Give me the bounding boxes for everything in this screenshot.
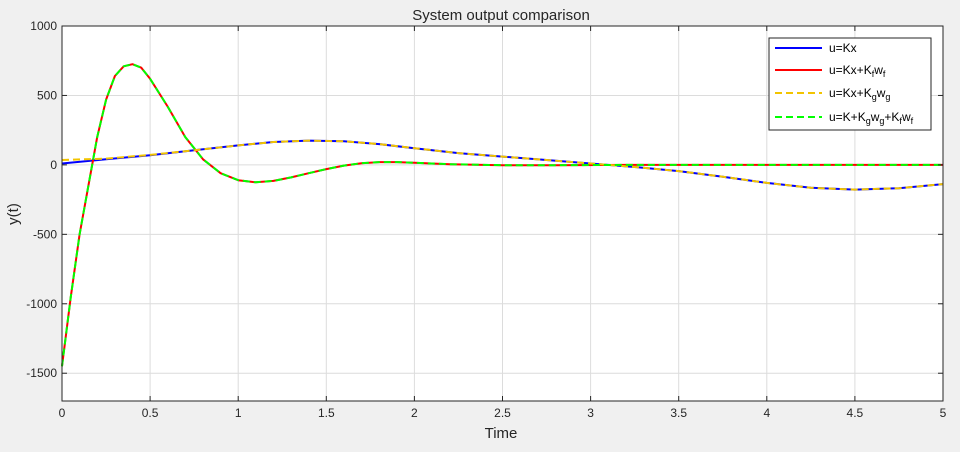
y-tick-label: 500 (37, 88, 57, 102)
x-tick-label: 0.5 (142, 406, 159, 420)
x-tick-label: 2 (411, 406, 418, 420)
legend-label-text: u=K+K (829, 110, 866, 124)
x-tick-label: 1.5 (318, 406, 335, 420)
y-tick-label: -500 (33, 227, 57, 241)
y-tick-label: 1000 (30, 19, 57, 33)
legend-label-1: u=Kx+Kfwf (829, 63, 886, 79)
legend-label-2: u=Kx+Kgwg (829, 86, 890, 102)
x-tick-label: 0 (59, 406, 66, 420)
legend-subscript: f (899, 116, 902, 126)
x-tick-label: 1 (235, 406, 242, 420)
legend-subscript: f (872, 69, 875, 79)
x-tick-label: 4.5 (847, 406, 864, 420)
legend-label-text: u=Kx+K (829, 86, 872, 100)
x-tick-label: 3.5 (670, 406, 687, 420)
legend-box (768, 37, 932, 131)
legend-subscript: w (876, 86, 886, 100)
legend-subscript: g (866, 116, 871, 126)
series-line-3 (61, 63, 943, 367)
y-tick-label: 0 (50, 158, 57, 172)
legend-subscript: w (870, 110, 880, 124)
x-tick-label: 3 (587, 406, 594, 420)
y-tick-label: -1500 (26, 366, 57, 380)
legend-subscript: w (901, 110, 911, 124)
x-axis-label: Time (485, 425, 518, 442)
plot-area[interactable]: 0 0.5 1 1.5 2 2.5 3 3.5 4 4.5 5 -1500 -1000 -500 0 500 1… (26, 19, 946, 420)
y-tick-label: -1000 (26, 297, 57, 311)
legend-subscript: f (911, 116, 914, 126)
y-axis-label: y(t) (5, 203, 22, 225)
legend-subscript: f (883, 69, 886, 79)
legend-label-text: u=Kx+K (829, 63, 872, 77)
legend-label-text: u=Kx (829, 41, 857, 55)
chart-title: System output comparison (412, 7, 590, 24)
x-tick-label: 5 (940, 406, 947, 420)
legend-subscript: w (873, 63, 883, 77)
legend-label-text: +K (884, 110, 899, 124)
legend-label-3: u=K+Kgwg+Kfwf (829, 110, 914, 126)
series-line-2 (61, 139, 944, 191)
legend-label-0: u=Kx (829, 41, 857, 55)
legend-subscript: g (885, 92, 890, 102)
x-tick-label: 4 (763, 406, 770, 420)
x-tick-label: 2.5 (494, 406, 511, 420)
legend-subscript: g (879, 116, 884, 126)
legend-subscript: g (872, 92, 877, 102)
